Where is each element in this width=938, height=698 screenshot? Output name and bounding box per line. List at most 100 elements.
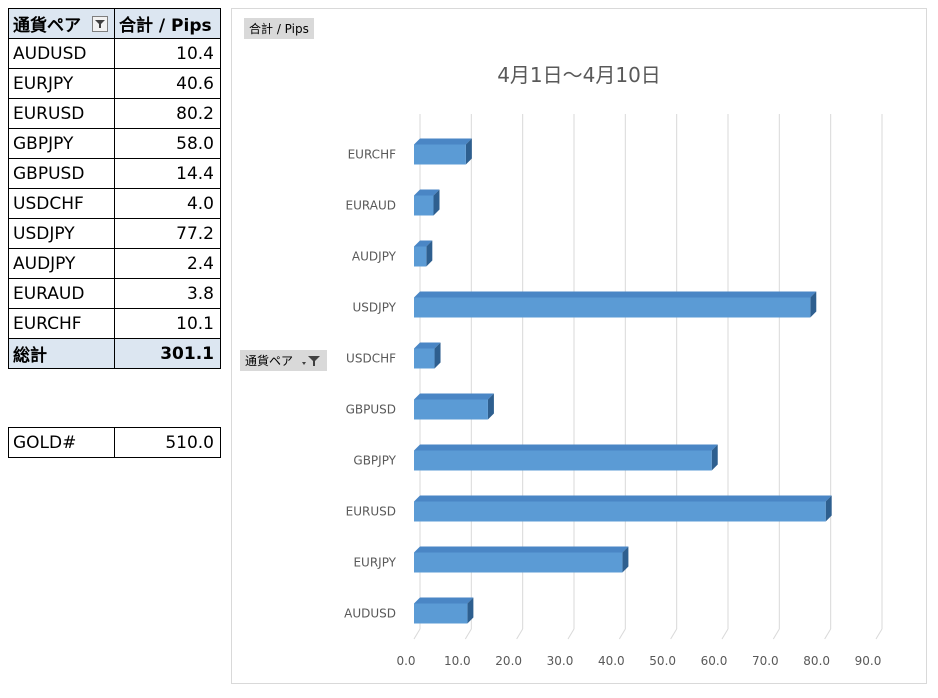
table-row: GBPUSD 14.4 <box>8 158 221 189</box>
x-tick-label: 20.0 <box>495 654 522 668</box>
y-category-label: EURAUD <box>346 199 396 213</box>
gold-row: GOLD# 510.0 <box>8 427 221 458</box>
filter-dropdown-icon[interactable] <box>92 15 108 32</box>
bar-top <box>414 291 817 298</box>
grid-foot <box>772 628 780 640</box>
bar-side <box>467 597 474 624</box>
bar-side <box>825 495 832 522</box>
pivot-header-pips: 合計 / Pips <box>114 8 221 39</box>
y-category-label: GBPJPY <box>353 454 396 468</box>
table-row: EURUSD 80.2 <box>8 98 221 129</box>
table-row: USDJPY 77.2 <box>8 218 221 249</box>
chart-title: 4月1日～4月10日 <box>497 63 661 87</box>
y-category-label: EURUSD <box>346 505 396 519</box>
bar[interactable] <box>414 246 427 267</box>
y-category-label: AUDJPY <box>352 250 397 264</box>
bar[interactable] <box>414 399 488 420</box>
table-row: AUDJPY 2.4 <box>8 248 221 279</box>
bar-side <box>426 240 433 267</box>
bar[interactable] <box>414 195 434 216</box>
pair-cell: GBPJPY <box>8 128 115 159</box>
table-row: EURCHF 10.1 <box>8 308 221 339</box>
grid-foot <box>875 628 883 640</box>
bar-top <box>414 393 494 400</box>
bar-top <box>414 342 441 349</box>
bar-plot: 0.0 10.0 20.0 30.0 40.0 50.0 60.0 70.0 80.0 90.0 A… <box>344 114 883 668</box>
pair-cell: USDJPY <box>8 218 115 249</box>
pair-cell: EURAUD <box>8 278 115 309</box>
pair-cell: GBPUSD <box>8 158 115 189</box>
pips-cell: 10.1 <box>114 308 221 339</box>
bar-top <box>414 240 433 247</box>
pivot-chart[interactable]: 合計 / Pips 4月1日～4月10日 0.0 10.0 20.0 30.0 40.0… <box>231 8 927 684</box>
grid-foot <box>824 628 832 640</box>
bar[interactable] <box>414 450 712 471</box>
bar-top <box>414 444 718 451</box>
gold-label: GOLD# <box>8 427 115 458</box>
y-category-label: EURJPY <box>353 556 396 570</box>
y-category-label: USDJPY <box>353 301 397 315</box>
pivot-header-row: 通貨ペア 合計 / Pips <box>8 8 221 39</box>
bar[interactable] <box>414 603 468 624</box>
table-row: GBPJPY 58.0 <box>8 128 221 159</box>
grid-foot <box>464 628 472 640</box>
pair-cell: EURJPY <box>8 68 115 99</box>
y-category-label: USDCHF <box>346 352 396 366</box>
x-tick-label: 50.0 <box>649 654 676 668</box>
bar[interactable] <box>414 348 435 369</box>
pair-cell: USDCHF <box>8 188 115 219</box>
bar-side <box>433 189 440 216</box>
bar-side <box>711 444 718 471</box>
pips-cell: 40.6 <box>114 68 221 99</box>
bar-top <box>414 189 440 196</box>
bar-top <box>414 138 472 145</box>
pivot-header-pair: 通貨ペア <box>8 8 115 39</box>
bar-side <box>487 393 494 420</box>
x-tick-label: 80.0 <box>803 654 830 668</box>
x-tick-label: 30.0 <box>547 654 574 668</box>
x-tick-label: 70.0 <box>752 654 779 668</box>
gold-value: 510.0 <box>114 427 221 458</box>
grid-foot <box>618 628 626 640</box>
bar-top <box>414 495 832 502</box>
bar-side <box>465 138 472 165</box>
axis-field-label: 通貨ペア <box>245 354 294 368</box>
x-tick-label: 10.0 <box>444 654 471 668</box>
bar[interactable] <box>414 297 811 318</box>
y-category-label: GBPUSD <box>346 403 396 417</box>
axis-field-button[interactable]: 通貨ペア <box>240 350 327 371</box>
grid-foot <box>567 628 575 640</box>
table-row: AUDUSD 10.4 <box>8 38 221 69</box>
total-row: 総計 301.1 <box>8 338 221 369</box>
bar-side <box>622 546 629 573</box>
bar[interactable] <box>414 501 826 522</box>
bar-side <box>810 291 817 318</box>
pair-cell: EURCHF <box>8 308 115 339</box>
bar-top <box>414 546 629 553</box>
bar[interactable] <box>414 552 623 573</box>
x-tick-label: 40.0 <box>598 654 625 668</box>
pips-cell: 3.8 <box>114 278 221 309</box>
x-tick-label: 0.0 <box>396 654 415 668</box>
gold-table: GOLD# 510.0 <box>8 427 221 458</box>
pips-cell: 58.0 <box>114 128 221 159</box>
pips-cell: 77.2 <box>114 218 221 249</box>
pips-cell: 2.4 <box>114 248 221 279</box>
grid-foot <box>721 628 729 640</box>
pair-cell: AUDJPY <box>8 248 115 279</box>
table-row: EURAUD 3.8 <box>8 278 221 309</box>
y-category-label: AUDUSD <box>344 607 396 621</box>
bar[interactable] <box>414 144 466 165</box>
table-row: USDCHF 4.0 <box>8 188 221 219</box>
values-field-button[interactable]: 合計 / Pips <box>244 18 314 39</box>
bar-top <box>414 597 474 604</box>
pair-cell: AUDUSD <box>8 38 115 69</box>
table-row: EURJPY 40.6 <box>8 68 221 99</box>
axis-filter-icon[interactable] <box>300 354 322 368</box>
pips-cell: 80.2 <box>114 98 221 129</box>
pivot-header-pair-label: 通貨ペア <box>13 16 81 36</box>
total-label: 総計 <box>8 338 115 369</box>
pips-cell: 10.4 <box>114 38 221 69</box>
total-value: 301.1 <box>114 338 221 369</box>
grid-foot <box>516 628 524 640</box>
